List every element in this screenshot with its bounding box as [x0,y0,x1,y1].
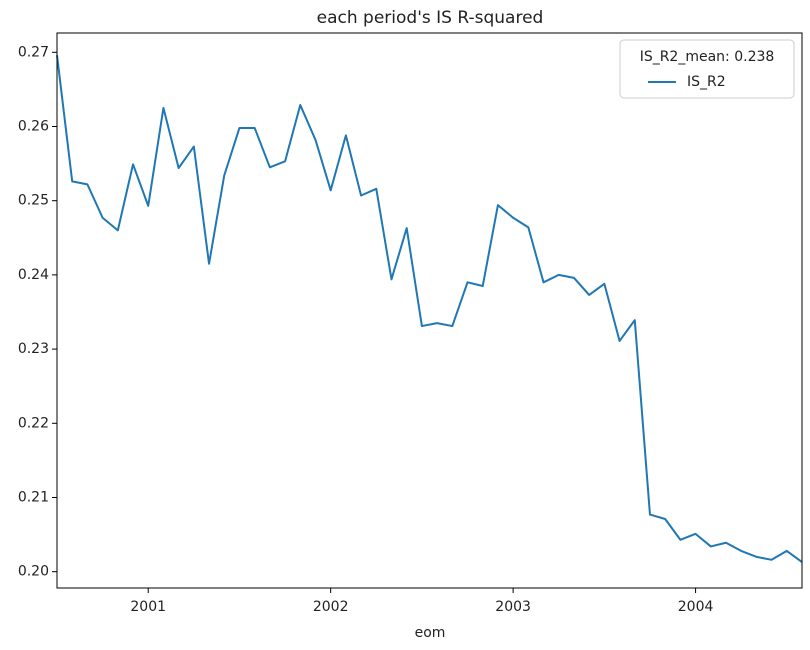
legend-title: IS_R2_mean: 0.238 [640,49,775,65]
x-tick-label: 2003 [495,599,531,615]
legend-box [619,39,795,99]
plot-frame [56,32,803,589]
y-tick-label: 0.27 [18,44,49,60]
chart-title: each period's IS R-squared [317,8,544,28]
y-tick-label: 0.21 [18,489,49,505]
x-tick-label: 2001 [130,599,166,615]
y-tick-label: 0.22 [18,415,49,431]
y-tick-label: 0.20 [18,564,49,580]
x-tick-label: 2004 [678,599,714,615]
x-axis-label: eom [415,625,446,641]
legend-label: IS_R2 [687,74,726,90]
x-tick-label: 2002 [313,599,349,615]
y-tick-label: 0.24 [18,267,49,283]
y-tick-label: 0.25 [18,193,49,209]
data-line [56,55,803,563]
y-tick-label: 0.26 [18,118,49,134]
y-tick-label: 0.23 [18,341,49,357]
